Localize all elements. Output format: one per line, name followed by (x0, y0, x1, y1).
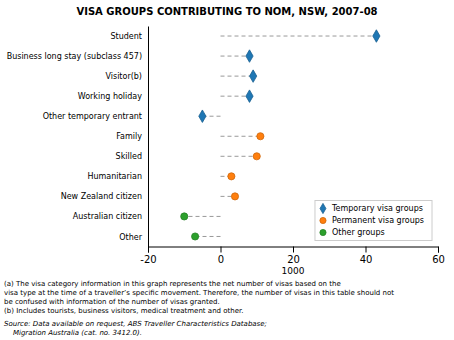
x-tick-mark (438, 247, 439, 253)
y-tick-label: Visitor(b) (105, 72, 142, 81)
y-tick: Business long stay (subclass 457) (7, 52, 142, 61)
y-tick-label: New Zealand citizen (61, 192, 142, 201)
stem (221, 156, 257, 157)
x-tick-mark (293, 247, 294, 253)
y-tick: New Zealand citizen (61, 192, 142, 201)
point (199, 110, 206, 122)
y-tick: Humanitarian (87, 172, 142, 181)
point (250, 70, 257, 82)
x-axis-label: 1000 (282, 266, 305, 276)
x-tick-label: 40 (360, 254, 373, 265)
y-tick: Other temporary entrant (43, 112, 142, 121)
x-tick: 40 (360, 247, 373, 265)
y-tick-label: Business long stay (subclass 457) (7, 52, 142, 61)
legend-label: Other groups (332, 228, 385, 237)
x-axis: -20 0 20 40 60 (140, 247, 445, 265)
stem (221, 136, 261, 137)
series (221, 133, 264, 200)
x-tick: 60 (432, 247, 445, 265)
legend-symbol (320, 229, 326, 235)
y-tick-label: Family (116, 132, 142, 141)
legend-label: Permanent visa groups (332, 216, 424, 225)
y-tick: Working holiday (78, 92, 143, 101)
y-tick: Skilled (116, 152, 142, 161)
legend-box (315, 201, 432, 241)
legend-symbol (320, 203, 326, 213)
y-tick-label: Working holiday (78, 92, 143, 101)
y-tick: Australian citizen (73, 212, 142, 221)
point (231, 193, 238, 200)
y-tick-label: Australian citizen (73, 212, 142, 221)
series (199, 30, 380, 123)
x-tick-mark (366, 247, 367, 253)
x-tick-label: 20 (287, 254, 300, 265)
y-tick-label: Student (111, 32, 143, 41)
legend-item: Permanent visa groups (320, 216, 424, 225)
y-tick-label: Skilled (116, 152, 142, 161)
stem (221, 76, 254, 77)
legend-item: Temporary visa groups (320, 203, 423, 213)
point (246, 90, 253, 102)
x-tick: 20 (287, 247, 300, 265)
y-tick-label: Humanitarian (87, 172, 142, 181)
point (192, 233, 199, 240)
y-tick: Other (119, 233, 142, 242)
legend-symbol (320, 217, 326, 223)
footnote: (a) The visa category information in thi… (4, 280, 341, 288)
y-tick-label: Other (119, 233, 142, 242)
y-tick: Family (116, 132, 142, 141)
x-tick-label: -20 (140, 254, 156, 265)
y-axis-line (148, 27, 149, 248)
x-tick-label: 60 (432, 254, 445, 265)
x-axis-line (149, 247, 439, 253)
source: Source: Data available on request, ABS T… (4, 320, 267, 328)
point (253, 153, 260, 160)
y-tick: Student (111, 32, 143, 41)
stem (221, 56, 250, 57)
point (373, 30, 380, 42)
series (181, 213, 221, 240)
x-tick: 0 (218, 247, 224, 265)
footnote: (b) Includes tourists, business visitors… (4, 307, 243, 315)
title: VISA GROUPS CONTRIBUTING TO NOM, NSW, 20… (76, 6, 377, 17)
legend-item: Other groups (320, 228, 385, 237)
footnote: visa type at the time of a traveller’s s… (4, 289, 394, 297)
chart-svg: (a) The visa category information in thi… (0, 0, 454, 340)
x-tick-label: 0 (218, 254, 224, 265)
point (257, 133, 264, 140)
stem (221, 96, 250, 97)
point (228, 173, 235, 180)
y-tick: Visitor(b) (105, 72, 142, 81)
legend: Temporary visa groups Permanent visa grou… (315, 201, 432, 241)
y-tick-label: Other temporary entrant (43, 112, 142, 121)
stem (184, 216, 220, 217)
x-tick: -20 (140, 247, 156, 265)
x-tick-mark (221, 247, 222, 253)
stem (221, 36, 377, 37)
point (181, 213, 188, 220)
footnotes: (a) The visa category information in thi… (4, 280, 394, 338)
legend-label: Temporary visa groups (331, 204, 423, 213)
footnote: be confused with information of the numb… (4, 298, 220, 306)
y-axis: Student Business long stay (subclass 457)… (7, 27, 149, 248)
chart-container: (a) The visa category information in thi… (0, 0, 454, 340)
source: Migration Australia (cat. no. 3412.0). (4, 329, 142, 337)
point (246, 50, 253, 62)
x-tick-mark (148, 247, 149, 253)
